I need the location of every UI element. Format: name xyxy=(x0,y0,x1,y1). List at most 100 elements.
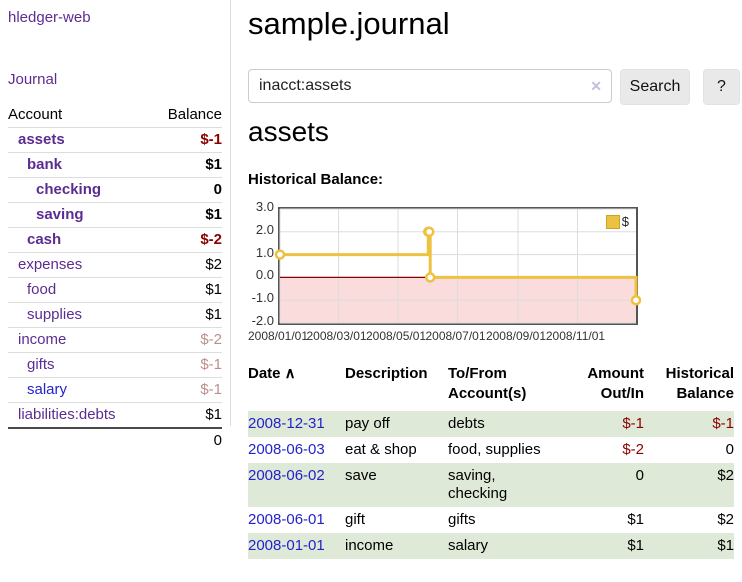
account-balance: $2 xyxy=(205,256,222,273)
transaction-balance: $2 xyxy=(644,463,734,507)
app-title-link[interactable]: hledger-web xyxy=(8,9,91,26)
account-balance: $1 xyxy=(205,156,222,173)
chart-svg xyxy=(274,208,642,324)
accounts-header: Account Balance xyxy=(8,103,222,127)
transaction-description: gift xyxy=(345,511,366,528)
page-title: sample.journal xyxy=(248,6,450,41)
transaction-balance: $-1 xyxy=(644,411,734,437)
chart-data-point xyxy=(424,272,436,283)
account-row: gifts $-1 xyxy=(8,352,222,377)
account-row: bank $1 xyxy=(8,152,222,177)
account-row: checking 0 xyxy=(8,177,222,202)
transaction-amount: $1 xyxy=(564,533,644,559)
account-link[interactable]: gifts xyxy=(27,356,55,373)
transaction-accounts: food, supplies xyxy=(448,441,541,458)
x-axis-tick-label: 2008/07/01 xyxy=(425,329,486,343)
account-row: saving $1 xyxy=(8,202,222,227)
register-col-header: Historical Balance xyxy=(665,365,734,402)
register-row: 2008-06-01 gift gifts $1 $2 xyxy=(248,507,734,533)
transaction-accounts: debts xyxy=(448,411,564,437)
x-axis-tick-label: 2008/05/01 xyxy=(365,329,427,343)
transaction-balance: $1 xyxy=(644,533,734,559)
sidebar-item-journal[interactable]: Journal xyxy=(8,71,58,88)
y-axis-tick-label: -1.0 xyxy=(251,290,274,306)
search-button[interactable]: Search xyxy=(620,69,690,105)
account-link[interactable]: expenses xyxy=(18,256,83,273)
clear-search-icon[interactable]: ✕ xyxy=(590,78,602,94)
account-link[interactable]: salary xyxy=(27,381,68,398)
account-row: food $1 xyxy=(8,277,222,302)
account-link[interactable]: assets xyxy=(18,131,65,148)
transaction-balance: $2 xyxy=(717,511,734,528)
transaction-accounts: saving, checking xyxy=(448,463,564,507)
accounts-col-account: Account xyxy=(8,106,63,123)
account-heading: assets xyxy=(248,116,329,147)
transaction-description: income xyxy=(345,533,448,559)
transaction-date-link[interactable]: 2008-06-02 xyxy=(248,467,325,484)
account-row: assets $-1 xyxy=(8,127,222,152)
account-link[interactable]: income xyxy=(18,331,67,348)
chart-data-point xyxy=(274,249,286,260)
accounts-total-row: 0 xyxy=(8,427,222,453)
y-axis-tick-label: 0.0 xyxy=(255,267,274,283)
historical-balance-chart: $3.0 2.0 1.0 0.0 -1.0 -2.0 2008/01/01 2008/03/0… xyxy=(248,200,734,347)
account-link[interactable]: cash xyxy=(27,231,62,248)
search-input[interactable] xyxy=(248,69,612,103)
transaction-amount: $-1 xyxy=(564,411,644,437)
register-row: 2008-12-31 pay off debts $-1 $-1 xyxy=(248,411,734,437)
account-link[interactable]: checking xyxy=(36,181,102,198)
register-col-header[interactable]: Date ∧ xyxy=(248,364,345,411)
y-axis-tick-label: 1.0 xyxy=(255,244,274,260)
account-link[interactable]: bank xyxy=(27,156,63,173)
register-row: 2008-06-02 save saving, checking 0 $2 xyxy=(248,463,734,507)
chart-data-point xyxy=(423,226,435,238)
accounts-tree: Account Balance assets $-1 bank $1 checking 0… xyxy=(8,103,222,453)
account-balance: $1 xyxy=(205,206,222,223)
chart-title: Historical Balance: xyxy=(248,171,384,188)
account-row: cash $-2 xyxy=(8,227,222,252)
account-row: liabilities:debts $1 xyxy=(8,402,222,427)
legend-label: $ xyxy=(621,214,629,229)
transaction-description: save xyxy=(345,463,448,507)
account-balance: $1 xyxy=(205,306,222,323)
x-axis-tick-label: 2008/01/01 xyxy=(247,329,309,343)
y-axis-tick-label: 2.0 xyxy=(255,221,274,237)
account-balance: $-1 xyxy=(200,131,222,148)
transaction-accounts: salary xyxy=(448,533,564,559)
transaction-amount: $1 xyxy=(627,511,644,528)
account-row: supplies $1 xyxy=(8,302,222,327)
register-row: 2008-06-03 eat & shop food, supplies $-2 0 xyxy=(248,437,734,463)
account-link[interactable]: saving xyxy=(36,206,84,223)
account-link[interactable]: supplies xyxy=(27,306,83,323)
account-link[interactable]: food xyxy=(27,281,57,298)
transaction-date-link[interactable]: 2008-12-31 xyxy=(248,415,325,432)
account-row: expenses $2 xyxy=(8,252,222,277)
x-axis-tick-label: 2008/09/01 xyxy=(485,329,546,343)
register-row: 2008-01-01 income salary $1 $1 xyxy=(248,533,734,559)
account-balance: $-2 xyxy=(200,331,222,348)
transaction-amount: 0 xyxy=(564,463,644,507)
register-col-header: Description xyxy=(345,365,428,382)
x-axis-tick-label: 2008/11/01 xyxy=(545,329,606,343)
legend-swatch-icon xyxy=(605,214,620,229)
chart-plot-area: $ xyxy=(274,207,642,325)
account-row: income $-2 xyxy=(8,327,222,352)
help-button[interactable]: ? xyxy=(703,69,740,105)
account-balance: $-2 xyxy=(200,231,222,248)
y-axis-tick-label: 3.0 xyxy=(255,199,274,214)
accounts-total-value: 0 xyxy=(213,432,222,449)
register-col-header: To/From Account(s) xyxy=(448,365,527,402)
account-balance: $-1 xyxy=(200,356,222,373)
account-balance: $1 xyxy=(205,406,222,423)
account-balance: 0 xyxy=(213,181,222,198)
transaction-balance: 0 xyxy=(725,441,734,458)
x-axis-tick-label: 2008/03/01 xyxy=(306,329,367,343)
sidebar: hledger-web Journal Account Balance asse… xyxy=(0,0,231,449)
accounts-col-balance: Balance xyxy=(167,106,222,123)
transaction-amount: $-2 xyxy=(622,441,644,458)
account-link[interactable]: liabilities:debts xyxy=(18,406,116,423)
transaction-date-link[interactable]: 2008-06-01 xyxy=(248,511,325,528)
transaction-date-link[interactable]: 2008-01-01 xyxy=(248,537,325,554)
sort-ascending-icon: ∧ xyxy=(280,365,296,382)
transaction-date-link[interactable]: 2008-06-03 xyxy=(248,441,325,458)
